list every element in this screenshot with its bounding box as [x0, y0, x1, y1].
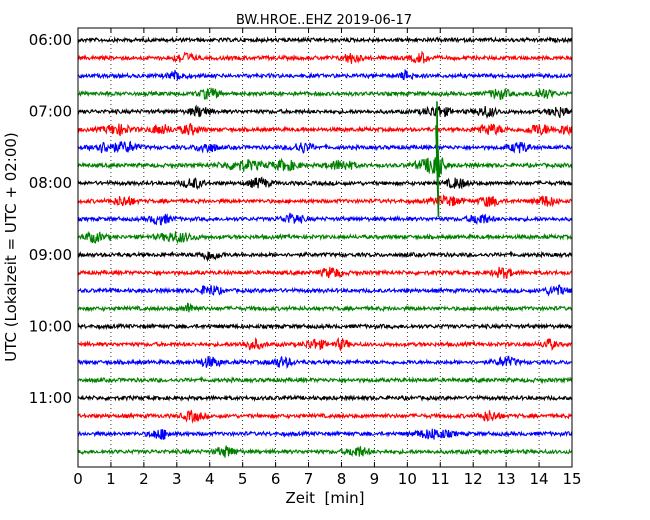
trace-0815	[77, 193, 573, 208]
trace-1045	[77, 375, 573, 385]
trace-0745	[77, 149, 573, 178]
trace-1130	[77, 428, 573, 440]
x-tick-label: 3	[172, 470, 182, 488]
x-tick-label: 8	[337, 470, 347, 488]
trace-1115	[77, 409, 573, 424]
x-tick-label: 0	[73, 470, 83, 488]
x-tick-label: 2	[139, 470, 149, 488]
trace-0700	[77, 104, 573, 119]
trace-0615	[77, 50, 573, 64]
trace-0630	[77, 68, 573, 81]
trace-0915	[77, 266, 573, 280]
trace-0945	[77, 302, 573, 313]
y-tick-label: 09:00	[29, 246, 72, 264]
y-tick-label: 08:00	[29, 174, 72, 192]
x-tick-label: 5	[238, 470, 248, 488]
trace-0800	[77, 176, 573, 191]
trace-0600	[77, 35, 573, 44]
chart-title: BW.HROE..EHZ 2019-06-17	[236, 13, 412, 28]
x-axis: 0 1 2 3 4 5 6 7 8 9 10 11 12 13 14 15	[73, 28, 582, 488]
trace-0930	[77, 284, 573, 297]
x-tick-label: 9	[370, 470, 380, 488]
x-tick-label: 11	[431, 470, 450, 488]
trace-0830	[77, 212, 573, 226]
x-tick-label: 12	[464, 470, 483, 488]
trace-1100	[77, 393, 573, 402]
y-tick-label: 06:00	[29, 31, 72, 49]
trace-0715	[77, 123, 573, 137]
trace-0845	[77, 230, 573, 245]
x-axis-label: Zeit [min]	[285, 489, 364, 507]
x-tick-label: 7	[304, 470, 314, 488]
trace-group	[77, 35, 573, 458]
y-tick-label: 11:00	[29, 389, 72, 407]
x-tick-label: 6	[271, 470, 281, 488]
x-tick-label: 10	[398, 470, 417, 488]
x-tick-label: 15	[562, 470, 581, 488]
trace-0730	[77, 140, 573, 154]
trace-1000	[77, 322, 573, 331]
y-axis: 06:00 07:00 08:00 09:00 10:00 11:00	[29, 31, 572, 407]
trace-0645	[77, 86, 573, 101]
trace-1030	[77, 355, 573, 370]
y-tick-label: 07:00	[29, 103, 72, 121]
trace-0900	[77, 250, 573, 263]
trace-1145	[77, 445, 573, 458]
x-tick-label: 13	[497, 470, 516, 488]
y-tick-label: 10:00	[29, 317, 72, 335]
x-tick-label: 14	[530, 470, 549, 488]
event-spike	[435, 101, 440, 218]
x-tick-label: 4	[205, 470, 215, 488]
plot-frame	[77, 27, 573, 468]
y-axis-label: UTC (Lokalzeit = UTC + 02:00)	[2, 132, 20, 362]
trace-1015	[77, 336, 573, 352]
x-tick-label: 1	[106, 470, 116, 488]
